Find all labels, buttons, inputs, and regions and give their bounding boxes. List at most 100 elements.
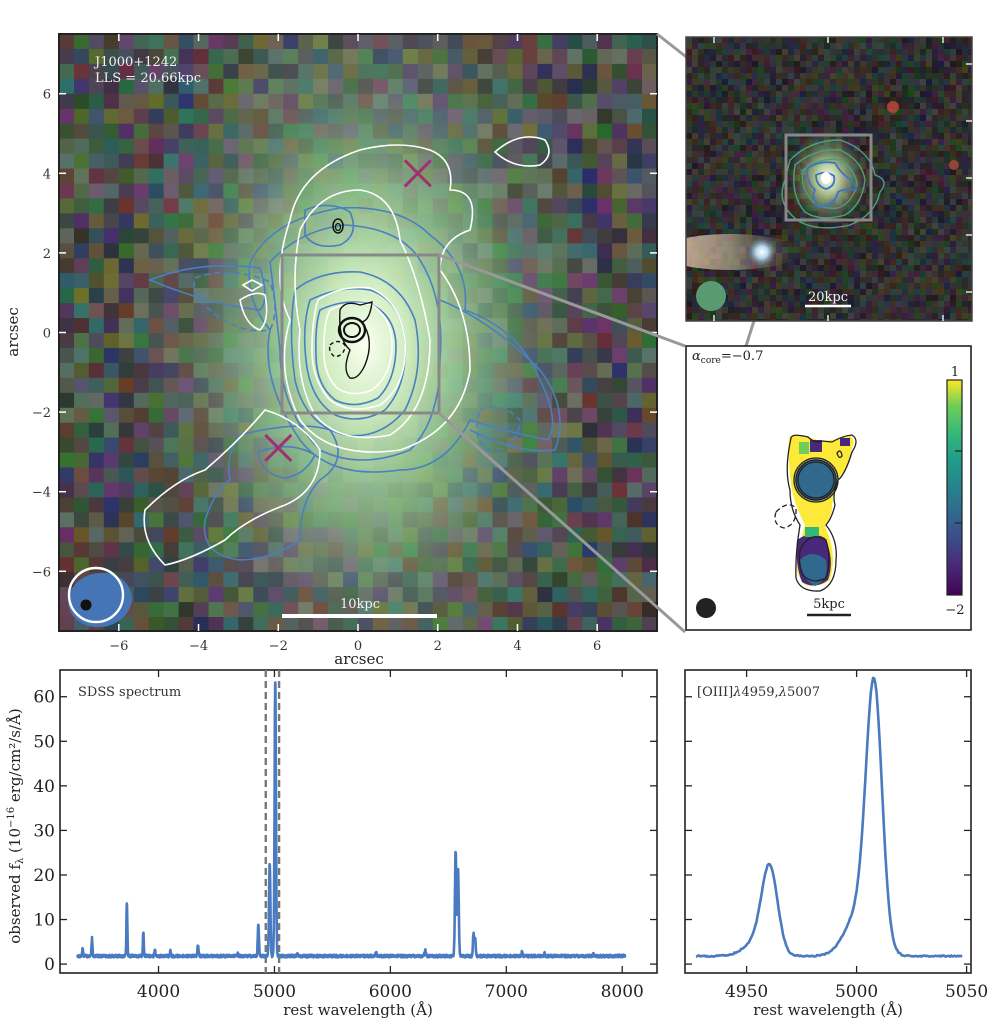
radio-contours xyxy=(143,136,561,566)
x-tick-label: 2 xyxy=(434,639,442,654)
sdss-spectrum-chart: 4000 5000 6000 7000 8000 0 10 20 30 40 50 60 SDSS s… xyxy=(6,669,658,1019)
colorbar-min-label: −2 xyxy=(945,603,964,618)
y-tick-label: 30 xyxy=(33,821,55,841)
y-tick-label: 50 xyxy=(33,732,55,752)
y-tick-label: 6 xyxy=(43,88,51,103)
y-tick-label: −4 xyxy=(32,486,51,501)
spectrum-line xyxy=(76,681,627,959)
markers xyxy=(264,159,432,462)
foreground-star xyxy=(747,237,777,267)
axis-ticks xyxy=(713,37,972,321)
beam-white-icon xyxy=(67,566,125,624)
white-contour xyxy=(143,409,321,566)
x-tick-label: 5050 xyxy=(945,982,988,1002)
negative-contour-dashed xyxy=(774,504,797,529)
x-axis-label: rest wavelength (Å) xyxy=(283,1001,433,1019)
x-tick-label: 4950 xyxy=(725,982,768,1002)
black-contour xyxy=(339,301,373,379)
contours xyxy=(774,434,857,592)
x-tick-label: 4000 xyxy=(137,982,180,1002)
alpha-core-label: αcore=−0.7 xyxy=(692,349,763,366)
y-axis-label: observed fλ (10−16 erg/cm²/s/Å) xyxy=(6,708,26,943)
plot-frame xyxy=(59,669,658,974)
black-contour xyxy=(343,322,361,338)
red-source xyxy=(949,160,959,170)
axis-ticks: −6 −4 −2 0 2 4 6 6 4 2 0 −2 −4 −6 xyxy=(32,34,657,654)
axes: 4000 5000 6000 7000 8000 0 10 20 30 40 50 60 xyxy=(33,670,657,1002)
scalebar-label: 10kpc xyxy=(340,597,380,612)
y-tick-label: −6 xyxy=(32,565,51,580)
x-tick-label: −2 xyxy=(269,639,288,654)
black-contour xyxy=(332,218,344,234)
oiii-zoom-chart: 4950 5000 5050 [OIII]λ4959,λ5007 rest wave… xyxy=(684,669,988,1019)
x-marker-icon xyxy=(403,159,432,188)
x-tick-label: 6 xyxy=(593,639,601,654)
blue-contour-dashed xyxy=(193,271,276,332)
blue-contour xyxy=(303,287,407,420)
y-tick-label: 20 xyxy=(33,866,55,886)
y-tick-label: 60 xyxy=(33,688,55,708)
panel-c-spectral-index: 5kpc αcore=−0.7 1 −2 xyxy=(685,345,972,631)
chart-title: SDSS spectrum xyxy=(78,685,181,700)
y-tick-label: 10 xyxy=(33,911,55,931)
scalebar-label: 5kpc xyxy=(813,597,845,612)
black-contour-dashed xyxy=(328,340,346,358)
x-tick-label: 0 xyxy=(354,639,362,654)
panel-b-frame xyxy=(685,36,973,322)
scalebar-label: 20kpc xyxy=(808,290,848,305)
x-axis-label: rest wavelength (Å) xyxy=(753,1001,903,1019)
white-contour xyxy=(239,292,268,331)
white-contour xyxy=(241,279,264,292)
chart-title: [OIII]λ4959,λ5007 xyxy=(697,685,820,700)
zoom-box xyxy=(784,133,873,222)
blue-contour xyxy=(290,271,420,437)
reference-lines xyxy=(264,670,281,973)
x-tick-label: −6 xyxy=(109,639,128,654)
y-axis-label: arcsec xyxy=(4,307,22,357)
colorbar xyxy=(946,379,963,596)
blue-contour xyxy=(304,204,355,248)
blue-contour xyxy=(203,425,339,561)
x-tick-label: 8000 xyxy=(601,982,644,1002)
y-tick-label: 0 xyxy=(44,955,55,975)
y-tick-label: 4 xyxy=(43,167,51,182)
y-tick-label: −2 xyxy=(32,406,51,421)
blue-contour-dashed xyxy=(475,405,521,451)
oiii-line xyxy=(695,676,963,958)
host-galaxy-glow xyxy=(195,85,535,605)
y-tick-label: 40 xyxy=(33,777,55,797)
red-source xyxy=(887,101,899,113)
white-contour xyxy=(294,189,431,439)
beam-ellipses xyxy=(67,566,132,628)
core-region xyxy=(795,459,837,501)
zoom-box xyxy=(280,253,441,415)
x-tick-label: 7000 xyxy=(485,982,528,1002)
core xyxy=(821,172,831,184)
white-contour xyxy=(493,136,550,167)
blue-contour xyxy=(257,445,317,479)
x-tick-label: 5000 xyxy=(253,982,296,1002)
x-tick-label: 4 xyxy=(513,639,521,654)
black-contour xyxy=(337,316,367,344)
white-contour xyxy=(279,144,474,453)
lls-label: LLS = 20.66kpc xyxy=(95,71,201,86)
white-contour xyxy=(311,286,407,410)
panel-a-radio-overlay: 10kpc J1000+1242 LLS = 20.66kpc −6 −4 −2 0 2… xyxy=(4,33,658,668)
green-contours xyxy=(781,139,885,229)
x-tick-label: 6000 xyxy=(369,982,412,1002)
target-name: J1000+1242 xyxy=(93,55,177,70)
x-tick-label: 5000 xyxy=(835,982,878,1002)
y-tick-label: 0 xyxy=(43,327,51,342)
beam-icon xyxy=(696,281,726,311)
x-marker-icon xyxy=(264,433,293,462)
x-axis-label: arcsec xyxy=(334,650,384,668)
plot-frame xyxy=(684,669,972,974)
foreground-galaxy xyxy=(686,234,800,270)
colorbar-max-label: 1 xyxy=(951,365,959,380)
black-contour xyxy=(334,222,342,232)
beam-icon xyxy=(696,598,716,618)
x-tick-label: −4 xyxy=(189,639,208,654)
axes: 4950 5000 5050 xyxy=(685,670,988,1002)
panel-b-wide-field: 20kpc xyxy=(685,36,973,322)
